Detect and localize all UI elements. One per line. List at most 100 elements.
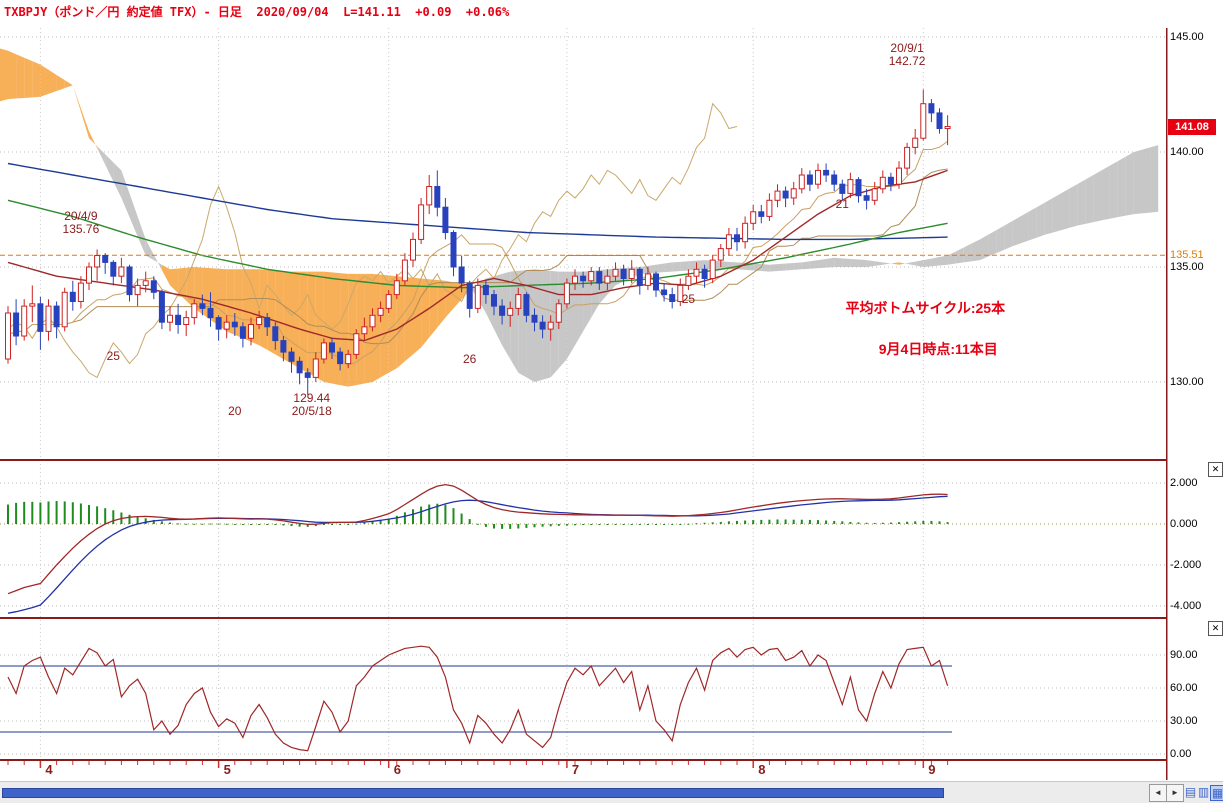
candle-body xyxy=(102,255,109,263)
ichimoku-cloud xyxy=(761,264,770,272)
ichimoku-cloud xyxy=(647,264,656,274)
macd-histogram-bar xyxy=(185,523,188,525)
ichimoku-cloud xyxy=(194,267,203,315)
ichimoku-cloud xyxy=(121,170,130,218)
candle-body xyxy=(264,317,271,328)
ichimoku-cloud xyxy=(688,260,697,271)
scroll-left-button[interactable]: ◄ xyxy=(1149,784,1167,802)
macd-histogram-bar xyxy=(144,518,147,524)
annotation-note: 26 xyxy=(463,351,477,366)
candle-body xyxy=(5,312,11,360)
macd-histogram-bar xyxy=(241,524,244,525)
macd-histogram-bar xyxy=(800,519,803,524)
ichimoku-cloud xyxy=(1052,193,1061,233)
candle-body xyxy=(248,324,254,339)
ichimoku-cloud xyxy=(1117,156,1126,218)
macd-histogram-bar xyxy=(460,513,463,524)
macd-histogram-bar xyxy=(128,514,131,524)
candle-body xyxy=(912,137,919,148)
macd-histogram-bar xyxy=(282,524,285,526)
candle-body xyxy=(766,199,773,217)
macd-histogram-bar xyxy=(565,524,568,526)
ichimoku-cloud xyxy=(769,264,778,272)
macd-histogram-bar xyxy=(452,508,455,524)
layout-icon-1[interactable]: ▤ xyxy=(1184,785,1197,799)
candle-body xyxy=(385,294,392,309)
scroll-right-button[interactable]: ► xyxy=(1166,784,1184,802)
layout-icon-3[interactable]: ▦ xyxy=(1210,785,1223,801)
candle-body xyxy=(701,268,708,279)
ichimoku-cloud xyxy=(64,80,73,89)
candle-body xyxy=(272,326,279,342)
candle-body xyxy=(69,291,76,302)
candle-body xyxy=(547,321,554,330)
candle-body xyxy=(304,372,311,378)
macd-histogram-bar xyxy=(776,519,779,524)
ichimoku-cloud xyxy=(494,273,503,346)
ichimoku-cloud xyxy=(380,274,389,378)
macd-histogram-bar xyxy=(444,504,447,524)
candle-body xyxy=(134,284,141,296)
h-scrollbar-thumb[interactable] xyxy=(2,788,944,798)
candle-body xyxy=(653,273,659,291)
ichimoku-cloud xyxy=(502,271,511,359)
ichimoku-cloud xyxy=(1133,149,1142,215)
candle-body xyxy=(361,326,368,335)
macd-panel-close-button[interactable]: ✕ xyxy=(1208,462,1223,477)
ichimoku-cloud xyxy=(1142,147,1151,214)
macd-histogram-bar xyxy=(857,522,860,524)
macd-histogram-bar xyxy=(112,510,115,524)
candle-body xyxy=(685,275,692,286)
macd-histogram-bar xyxy=(395,515,398,524)
macd-histogram-bar xyxy=(865,522,868,524)
ichimoku-cloud xyxy=(899,262,908,265)
ichimoku-cloud xyxy=(267,269,276,355)
candle-body xyxy=(896,167,902,185)
macd-histogram-bar xyxy=(258,524,261,525)
ichimoku-cloud xyxy=(161,264,170,286)
candle-body xyxy=(94,255,101,268)
candle-body xyxy=(434,186,441,208)
candle-body xyxy=(499,305,506,316)
ichimoku-cloud xyxy=(826,257,835,268)
stoch-panel-close-button[interactable]: ✕ xyxy=(1208,621,1223,636)
ichimoku-cloud xyxy=(72,85,81,112)
macd-axis-label: 2.000 xyxy=(1170,477,1198,489)
h-scrollbar-track[interactable]: ◄ ► ▤ ▥ ▦ xyxy=(0,781,1223,803)
candle-body xyxy=(491,294,497,307)
candle-body xyxy=(798,174,805,190)
macd-histogram-bar xyxy=(760,519,763,524)
macd-histogram-bar xyxy=(849,521,852,524)
macd-histogram-bar xyxy=(557,524,560,526)
candle-body xyxy=(191,303,198,319)
macd-histogram-bar xyxy=(468,519,471,524)
stoch-axis-label: 0.00 xyxy=(1170,748,1192,760)
annotation-note: 25 xyxy=(106,349,120,364)
layout-icon-2[interactable]: ▥ xyxy=(1197,785,1210,799)
ichimoku-cloud xyxy=(858,259,867,267)
ichimoku-cloud xyxy=(226,269,235,335)
ichimoku-cloud xyxy=(971,239,980,262)
candle-body xyxy=(61,291,68,328)
candle-body xyxy=(45,305,52,332)
ichimoku-cloud xyxy=(56,74,65,92)
macd-histogram-bar xyxy=(817,520,819,524)
candle-body xyxy=(410,238,416,261)
macd-histogram-bar xyxy=(752,520,755,524)
ichimoku-cloud xyxy=(1028,207,1037,241)
macd-signal-line xyxy=(7,495,948,614)
ichimoku-cloud xyxy=(0,48,8,102)
macd-histogram-bar xyxy=(873,522,876,524)
stoch-line xyxy=(7,645,949,752)
candle-body xyxy=(879,176,886,190)
candle-body xyxy=(167,314,173,323)
macd-histogram-bar xyxy=(412,509,414,524)
macd-histogram-bar xyxy=(306,524,309,527)
macd-histogram-bar xyxy=(7,504,9,524)
macd-histogram-bar xyxy=(55,501,58,524)
ichimoku-cloud xyxy=(445,280,454,318)
macd-histogram-bar xyxy=(436,503,439,524)
candle-body xyxy=(110,261,117,277)
ichimoku-cloud xyxy=(850,258,859,267)
